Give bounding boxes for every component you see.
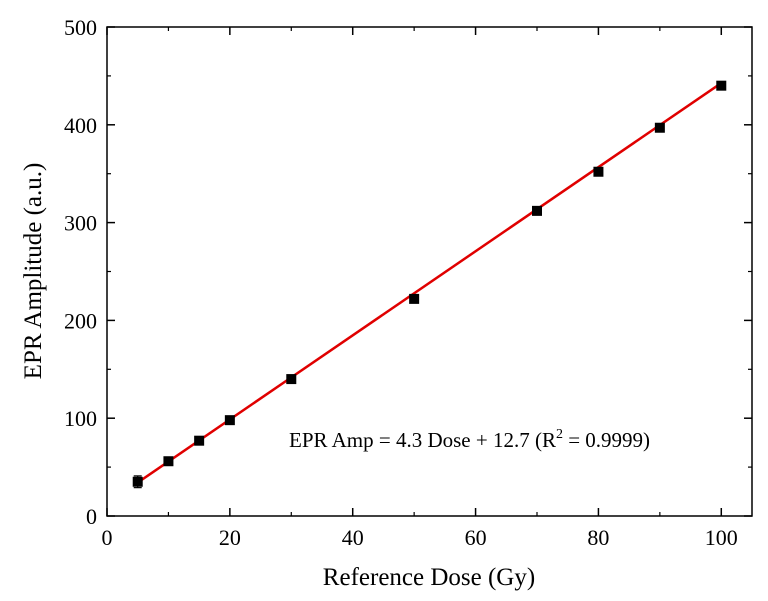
data-point <box>224 415 235 426</box>
data-point <box>132 476 143 487</box>
fit-equation-superscript: 2 <box>556 427 563 442</box>
data-point <box>194 435 205 446</box>
fit-line <box>137 82 722 484</box>
data-point <box>654 122 665 133</box>
data-points-group <box>132 80 727 489</box>
y-tick-label: 100 <box>64 406 97 431</box>
fit-equation-suffix: = 0.9999) <box>563 428 650 452</box>
x-tick-label: 40 <box>342 525 364 550</box>
axis-ticks: 0 20 40 60 80 100 0 100 200 300 400 500 <box>64 15 752 550</box>
x-axis-title: Reference Dose (Gy) <box>323 564 535 591</box>
x-tick-label: 100 <box>705 525 738 550</box>
y-tick-label: 200 <box>64 308 97 333</box>
y-tick-label: 300 <box>64 211 97 236</box>
data-point <box>163 456 174 467</box>
data-point <box>532 205 542 216</box>
x-tick-label: 20 <box>219 525 241 550</box>
y-tick-label: 500 <box>64 15 97 40</box>
data-point <box>593 166 604 177</box>
fit-equation-prefix: EPR Amp = 4.3 Dose + 12.7 (R <box>289 428 556 452</box>
data-point <box>716 80 727 91</box>
x-tick-label: 0 <box>102 525 113 550</box>
y-axis-title: EPR Amplitude (a.u.) <box>20 163 47 380</box>
fit-equation: EPR Amp = 4.3 Dose + 12.7 (R2 = 0.9999) <box>289 427 650 452</box>
fit-line-group <box>137 82 722 484</box>
data-point <box>286 374 297 385</box>
x-tick-label: 80 <box>587 525 609 550</box>
data-point <box>409 293 420 304</box>
x-tick-label: 60 <box>465 525 487 550</box>
y-tick-label: 400 <box>64 113 97 138</box>
y-tick-label: 0 <box>86 504 97 529</box>
